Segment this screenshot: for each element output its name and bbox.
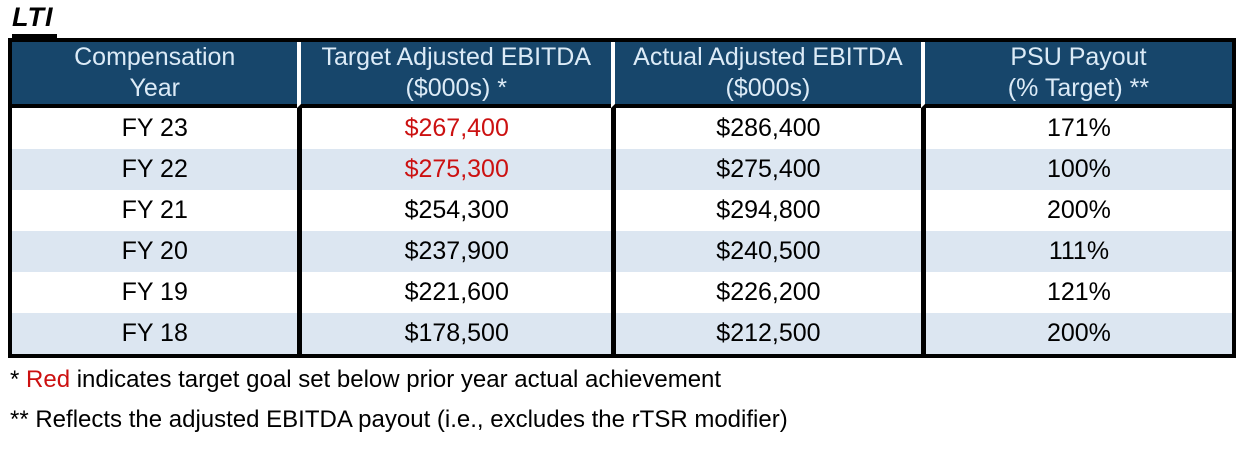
psu-payout-cell: 171% (920, 108, 1232, 149)
year-cell: FY 21 (12, 190, 298, 231)
actual-ebitda-cell: $240,500 (611, 231, 921, 272)
year-cell: FY 20 (12, 231, 298, 272)
psu-payout-cell: 121% (920, 272, 1232, 313)
table-row: FY 20 $237,900 $240,500 111% (12, 231, 1232, 272)
page-title: LTI (12, 2, 58, 38)
header-line: Compensation (74, 43, 236, 71)
table-row: FY 18 $178,500 $212,500 200% (12, 313, 1232, 354)
actual-ebitda-cell: $212,500 (611, 313, 921, 354)
header-line: Actual Adjusted EBITDA (633, 43, 903, 71)
header-actual-ebitda: Actual Adjusted EBITDA ($000s) (611, 42, 921, 108)
year-cell: FY 18 (12, 313, 298, 354)
actual-ebitda-cell: $294,800 (611, 190, 921, 231)
header-compensation-year: Compensation Year (12, 42, 298, 108)
year-cell: FY 22 (12, 149, 298, 190)
table-row: FY 23 $267,400 $286,400 171% (12, 108, 1232, 149)
header-line: Target Adjusted EBITDA (321, 43, 592, 71)
psu-payout-cell: 200% (920, 313, 1232, 354)
year-cell: FY 19 (12, 272, 298, 313)
footnote-red-word: Red (26, 366, 71, 393)
lti-table: Compensation Year Target Adjusted EBITDA… (8, 38, 1236, 358)
header-line: (% Target) ** (1007, 74, 1150, 102)
header-line: PSU Payout (1010, 43, 1147, 71)
target-ebitda-cell: $237,900 (297, 231, 611, 272)
psu-payout-cell: 111% (920, 231, 1232, 272)
header-row: Compensation Year Target Adjusted EBITDA… (12, 42, 1232, 108)
header-line: ($000s) * (405, 74, 507, 102)
table-row: FY 21 $254,300 $294,800 200% (12, 190, 1232, 231)
target-ebitda-cell: $254,300 (297, 190, 611, 231)
actual-ebitda-cell: $226,200 (611, 272, 921, 313)
footnote-red-indicator: * Red indicates target goal set below pr… (10, 366, 721, 394)
actual-ebitda-cell: $275,400 (611, 149, 921, 190)
header-line: Year (129, 74, 180, 102)
psu-payout-cell: 200% (920, 190, 1232, 231)
footnote-rtsr: ** Reflects the adjusted EBITDA payout (… (10, 406, 788, 433)
target-ebitda-cell: $178,500 (297, 313, 611, 354)
year-cell: FY 23 (12, 108, 298, 149)
table-row: FY 22 $275,300 $275,400 100% (12, 149, 1232, 190)
target-ebitda-cell: $221,600 (297, 272, 611, 313)
table-row: FY 19 $221,600 $226,200 121% (12, 272, 1232, 313)
target-ebitda-cell: $275,300 (297, 149, 611, 190)
header-line: ($000s) (725, 74, 811, 102)
footnote-red-rest: indicates target goal set below prior ye… (70, 366, 722, 393)
header-psu-payout: PSU Payout (% Target) ** (920, 42, 1232, 108)
footnote-asterisk: * (10, 366, 27, 393)
actual-ebitda-cell: $286,400 (611, 108, 921, 149)
header-target-ebitda: Target Adjusted EBITDA ($000s) * (297, 42, 611, 108)
target-ebitda-cell: $267,400 (297, 108, 611, 149)
psu-payout-cell: 100% (920, 149, 1232, 190)
